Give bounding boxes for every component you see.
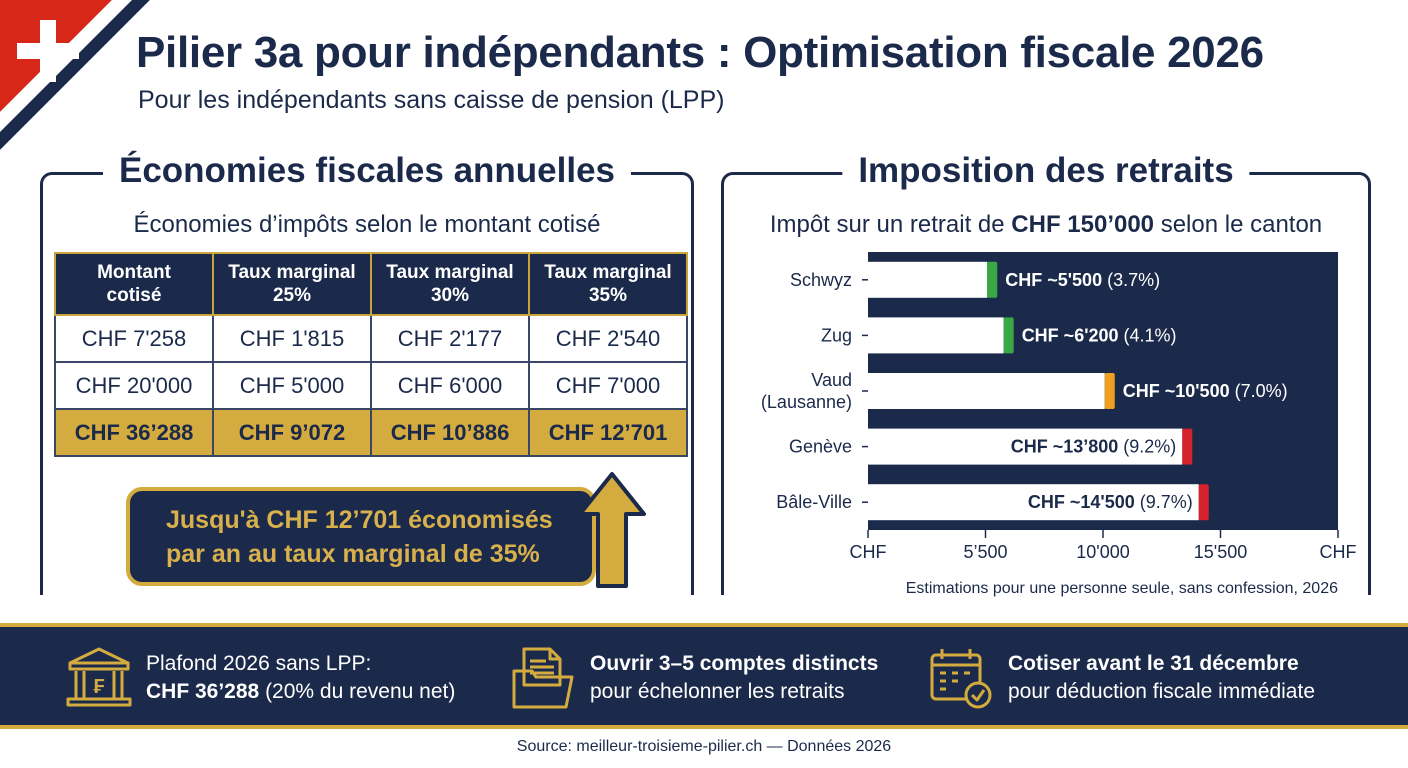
info-accounts-line-2: pour échelonner les retraits: [590, 680, 845, 703]
table-cell: CHF 36’288: [54, 408, 214, 457]
category-label: Zug: [821, 325, 852, 345]
data-label: CHF ~10'500 (7.0%): [1123, 381, 1288, 401]
chart-note: Estimations pour une personne seule, san…: [905, 580, 1338, 597]
info-item-accounts: Ouvrir 3–5 comptes distincts pour échelo…: [508, 645, 878, 711]
svg-text:₣: ₣: [93, 676, 104, 698]
bar: [868, 373, 1105, 409]
tax-savings-panel: Économies fiscales annuelles Économies d…: [40, 151, 694, 595]
table-cell: CHF 12’701: [528, 408, 688, 457]
x-tick-label: 10'000: [1076, 542, 1130, 562]
info-band: ₣ Plafond 2026 sans LPP: CHF 36’288 (20%…: [0, 623, 1408, 729]
table-cell: CHF 6'000: [370, 361, 530, 410]
data-label: CHF ~5'500 (3.7%): [1005, 270, 1160, 290]
table-cell: CHF 9’072: [212, 408, 372, 457]
table-cell: CHF 7'258: [54, 314, 214, 363]
table-cell: CHF 2'177: [370, 314, 530, 363]
bar-end-marker: [1104, 373, 1115, 409]
info-ceiling-line-2: CHF 36’288 (20% du revenu net): [146, 680, 456, 703]
x-tick-label: CHF: [850, 542, 887, 562]
table-header-row: Montant cotisé Taux marginal 25% Taux marg…: [54, 252, 688, 316]
header-rate-35: Taux marginal 35%: [528, 252, 688, 316]
bar: [868, 317, 1004, 354]
table-row: CHF 20'000 CHF 5'000 CHF 6'000 CHF 7'000: [54, 361, 688, 410]
info-item-deadline: Cotiser avant le 31 décembre pour déduct…: [926, 645, 1315, 711]
x-tick-label: CHF: [1320, 542, 1357, 562]
up-arrow-icon: [578, 472, 646, 588]
info-deadline-line-2: pour déduction fiscale immédiate: [1008, 680, 1316, 703]
bar-end-marker: [1182, 428, 1193, 465]
bar-end-marker: [1003, 317, 1014, 354]
table-cell: CHF 5'000: [212, 361, 372, 410]
table-cell: CHF 10’886: [370, 408, 530, 457]
max-savings-callout: Jusqu'à CHF 12’701 économisés par an au …: [126, 487, 596, 586]
callout-line-1: Jusqu'à CHF 12’701 économisés: [166, 505, 553, 534]
documents-folder-icon: [512, 647, 574, 709]
table-cell: CHF 20'000: [54, 361, 214, 410]
info-deadline-line-1: Cotiser avant le 31 décembre: [1008, 652, 1299, 675]
calendar-check-icon: [930, 649, 992, 709]
header-rate-25: Taux marginal 25%: [212, 252, 372, 316]
category-label: Schwyz: [790, 270, 852, 290]
page-title: Pilier 3a pour indépendants : Optimisati…: [136, 28, 1264, 77]
swiss-flag-corner: [0, 0, 160, 160]
info-accounts-line-1: Ouvrir 3–5 comptes distincts: [590, 652, 879, 675]
table-row: CHF 7'258 CHF 1'815 CHF 2'177 CHF 2'540: [54, 314, 688, 363]
table-cell: CHF 1'815: [212, 314, 372, 363]
bar: [868, 428, 1183, 465]
callout-line-2: par an au taux marginal de 35%: [166, 539, 540, 568]
category-label: Bâle-Ville: [776, 492, 852, 512]
source-note: Source: meilleur-troisieme-pilier.ch — D…: [516, 738, 892, 755]
info-item-ceiling: ₣ Plafond 2026 sans LPP: CHF 36’288 (20%…: [64, 645, 455, 711]
bar: [868, 261, 988, 298]
withdrawal-tax-caption: Impôt sur un retrait de CHF 150’000 selo…: [769, 211, 1323, 238]
table-cell: CHF 7'000: [528, 361, 688, 410]
info-ceiling-line-1: Plafond 2026 sans LPP:: [146, 652, 372, 675]
bar: [868, 484, 1199, 521]
bank-icon: ₣: [66, 647, 132, 707]
withdrawal-tax-title: Imposition des retraits: [842, 151, 1250, 191]
withdrawal-tax-chart: Schwyz CHF ~5'500 (3.7%) Zug CHF ~6'200 (4.…: [761, 252, 1357, 562]
x-tick-label: 15'500: [1194, 542, 1248, 562]
category-label: Genève: [789, 437, 852, 457]
tax-savings-title: Économies fiscales annuelles: [102, 151, 632, 191]
tax-savings-caption: Économies d’impôts selon le montant coti…: [133, 211, 601, 238]
data-label: CHF ~14'500 (9.7%): [1028, 492, 1193, 512]
header-rate-30: Taux marginal 30%: [370, 252, 530, 316]
x-tick-label: 5’500: [963, 542, 1007, 562]
bar-end-marker: [1198, 484, 1209, 521]
page-subtitle: Pour les indépendants sans caisse de pen…: [138, 86, 725, 114]
withdrawal-tax-panel: Imposition des retraits Impôt sur un ret…: [721, 151, 1371, 595]
category-label: Vaud (Lausanne): [761, 370, 852, 412]
header-contribution: Montant cotisé: [54, 252, 214, 316]
table-row-highlighted: CHF 36’288 CHF 9’072 CHF 10’886 CHF 12’7…: [54, 408, 688, 457]
bar-end-marker: [987, 261, 998, 298]
tax-savings-table: Montant cotisé Taux marginal 25% Taux marg…: [54, 252, 688, 457]
data-label: CHF ~13’800 (9.2%): [1011, 437, 1177, 457]
data-label: CHF ~6'200 (4.1%): [1022, 325, 1177, 345]
table-cell: CHF 2'540: [528, 314, 688, 363]
